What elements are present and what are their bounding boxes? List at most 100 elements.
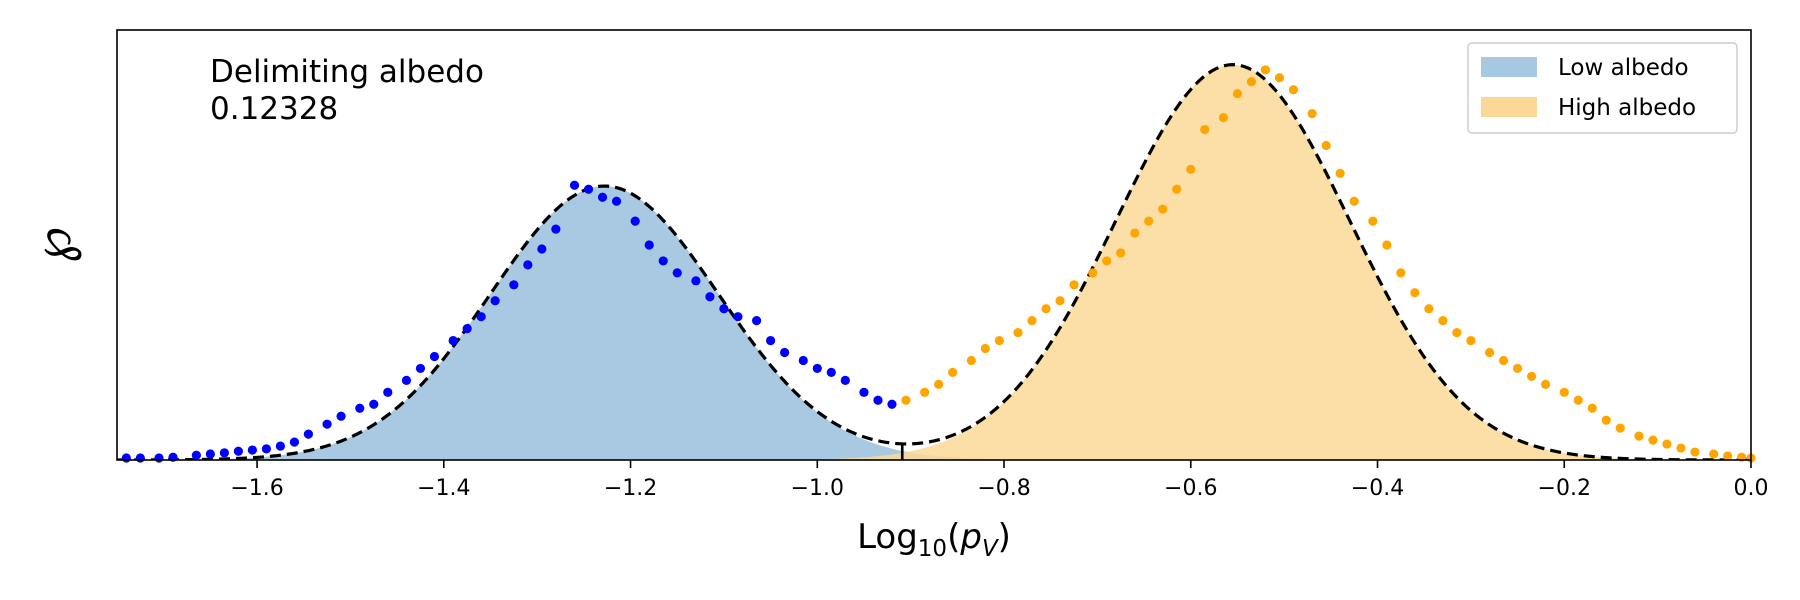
high-albedo-point [1088, 268, 1098, 278]
x-tick-label: −1.6 [230, 476, 283, 501]
low-albedo-point [705, 292, 715, 302]
high-albedo-point [948, 367, 958, 378]
data-points [121, 65, 1756, 463]
high-albedo-point [1069, 280, 1079, 290]
x-tick-label: −0.6 [1164, 476, 1217, 501]
low-albedo-point [644, 240, 654, 250]
annotation-line1: Delimiting albedo [210, 54, 484, 90]
low-albedo-point [275, 441, 285, 451]
low-albedo-point [135, 453, 145, 463]
x-tick-label: −0.4 [1351, 476, 1404, 501]
low-albedo-point [537, 244, 547, 254]
low-albedo-point [583, 184, 594, 194]
high-albedo-point [1662, 439, 1672, 449]
high-albedo-point [994, 335, 1004, 346]
low-albedo-point [233, 446, 243, 456]
x-tick-label: 0.0 [1734, 476, 1769, 501]
low-albedo-point [569, 180, 580, 190]
high-albedo-point [1144, 216, 1154, 226]
low-albedo-point [658, 256, 668, 266]
high-albedo-point [1452, 327, 1462, 338]
low-albedo-point [261, 444, 271, 454]
y-axis-label: ℘ [23, 227, 83, 263]
high-albedo-point [1246, 77, 1257, 87]
annotation-line2: 0.12328 [210, 91, 338, 127]
x-axis-ticks: −1.6 −1.4 −1.2 −1.0 −0.8 −0.6 −0.4 −0.2 0.0 [230, 460, 1769, 501]
low-albedo-point [154, 453, 164, 463]
low-albedo-point [219, 448, 229, 458]
legend-swatch-high [1481, 97, 1537, 117]
low-albedo-point [322, 419, 332, 429]
high-albedo-point [1288, 85, 1299, 95]
high-albedo-point [1484, 347, 1495, 358]
low-albedo-point [719, 304, 729, 314]
high-albedo-point [1601, 415, 1611, 425]
legend-label-high: High albedo [1558, 95, 1696, 121]
low-albedo-point [415, 363, 426, 374]
low-albedo-point [205, 449, 215, 459]
low-albedo-point [840, 375, 850, 385]
high-albedo-point [1512, 363, 1523, 374]
high-albedo-point [1396, 268, 1406, 278]
high-albedo-point [1158, 204, 1168, 214]
legend-swatch-low [1481, 57, 1537, 77]
high-albedo-point [1676, 443, 1686, 453]
high-albedo-point [920, 387, 930, 397]
high-albedo-point [1424, 304, 1434, 314]
low-albedo-point [355, 403, 365, 413]
low-albedo-point [303, 429, 314, 439]
high-albedo-point [1321, 140, 1331, 151]
low-albedo-point [873, 395, 883, 405]
low-albedo-point [429, 351, 440, 362]
high-albedo-point [1709, 449, 1719, 459]
high-albedo-point [1055, 296, 1065, 306]
high-albedo-point [1615, 423, 1625, 433]
high-albedo-point [1438, 316, 1448, 326]
low-albedo-point [523, 260, 533, 270]
high-albedo-point [1307, 109, 1317, 119]
low-albedo-point [672, 268, 682, 278]
low-albedo-point [859, 387, 869, 397]
low-albedo-point [551, 224, 561, 234]
high-albedo-point [1498, 355, 1509, 366]
high-albedo-point [1200, 124, 1210, 135]
low-albedo-point [751, 316, 762, 326]
legend-label-low: Low albedo [1558, 55, 1689, 81]
low-albedo-point [289, 437, 300, 447]
high-albedo-point [1690, 447, 1700, 457]
high-albedo-point [1723, 451, 1733, 461]
component-areas [117, 64, 1751, 460]
high-albedo-point [1368, 216, 1378, 226]
x-tick-label: −1.0 [791, 476, 844, 501]
low-albedo-point [336, 411, 346, 421]
high-albedo-point [1130, 228, 1140, 238]
high-albedo-point [1260, 65, 1271, 75]
low-albedo-point [476, 312, 486, 322]
plot-frame [116, 29, 1752, 461]
high-albedo-point [1027, 316, 1037, 326]
low-albedo-point [812, 363, 822, 374]
high-albedo-point [1172, 184, 1182, 194]
low-albedo-point [798, 355, 808, 366]
low-albedo-point [121, 453, 131, 463]
low-albedo-point [733, 312, 743, 322]
high-albedo-point [980, 343, 990, 354]
high-albedo-point [1634, 431, 1644, 441]
x-axis-label: Log10(pV) [857, 517, 1011, 562]
low-albedo-point [383, 387, 393, 397]
x-tick-label: −1.4 [417, 476, 470, 501]
high-albedo-point [1559, 387, 1569, 397]
high-albedo-point [1526, 371, 1537, 381]
high-albedo-point [1382, 240, 1392, 250]
high-albedo-point [1587, 403, 1597, 413]
low-albedo-point [191, 450, 201, 460]
high-albedo-point [1410, 288, 1420, 298]
high-albedo-point [934, 379, 944, 389]
combined-fit-line [117, 63, 1751, 460]
high-albedo-point [1335, 168, 1345, 178]
high-albedo-point [966, 355, 976, 366]
low-albedo-point [887, 399, 897, 409]
low-albedo-point [611, 196, 622, 206]
low-albedo-point [630, 216, 640, 226]
